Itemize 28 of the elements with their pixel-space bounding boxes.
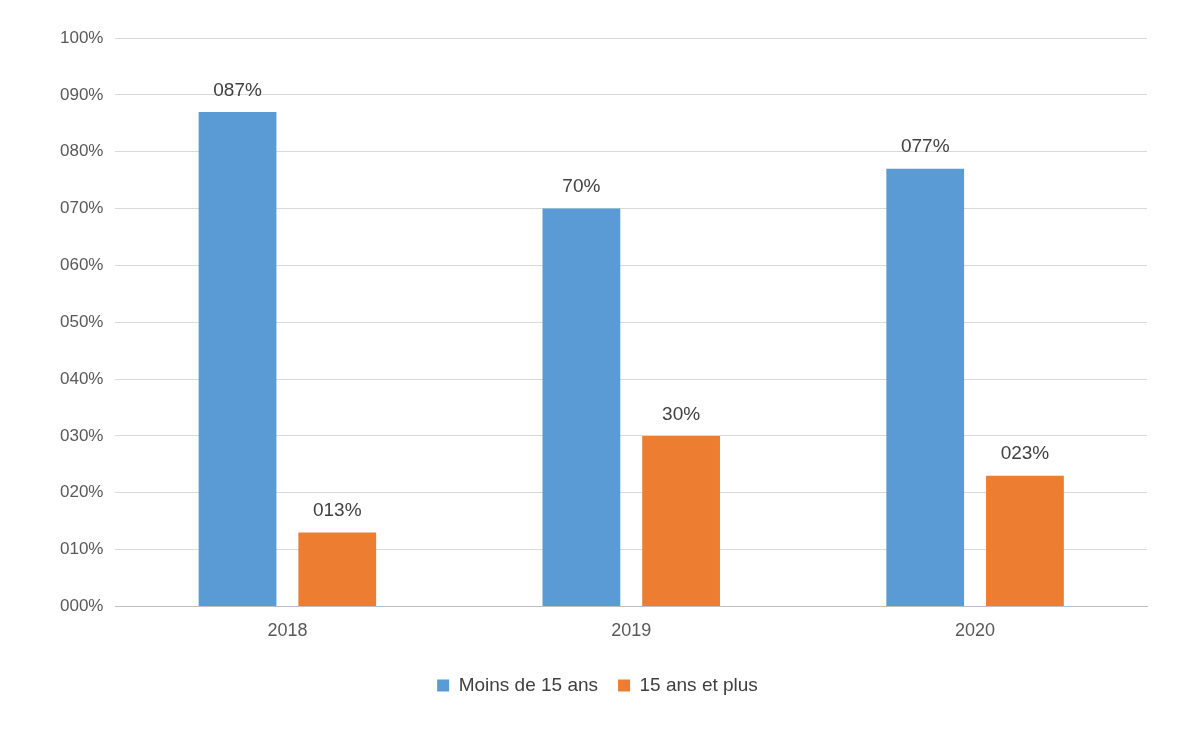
bar bbox=[986, 475, 1064, 606]
data-label: 077% bbox=[900, 135, 950, 157]
y-tick-label: 010% bbox=[60, 539, 104, 559]
y-tick-label: 100% bbox=[60, 27, 104, 47]
bar bbox=[642, 435, 720, 606]
y-tick-label: 040% bbox=[60, 368, 104, 388]
data-label: 70% bbox=[562, 175, 601, 197]
bar bbox=[298, 532, 377, 606]
y-tick-label: 030% bbox=[60, 425, 104, 445]
y-tick-label: 020% bbox=[60, 482, 104, 502]
x-tick-label: 2018 bbox=[267, 620, 308, 641]
y-tick-label: 050% bbox=[60, 311, 104, 331]
x-tick-label: 2019 bbox=[611, 620, 652, 641]
y-tick-label: 000% bbox=[60, 596, 104, 616]
bar bbox=[542, 208, 621, 606]
bar bbox=[198, 111, 277, 606]
data-label: 087% bbox=[213, 78, 262, 100]
legend-label: 15 ans et plus bbox=[639, 673, 758, 695]
data-label: 30% bbox=[662, 402, 701, 424]
y-tick-label: 060% bbox=[60, 255, 104, 275]
bar bbox=[886, 168, 965, 606]
y-tick-label: 070% bbox=[60, 198, 104, 218]
y-tick-label: 090% bbox=[60, 84, 104, 104]
legend-label: Moins de 15 ans bbox=[458, 673, 599, 695]
y-tick-label: 080% bbox=[60, 141, 104, 161]
data-label: 013% bbox=[312, 499, 362, 521]
x-tick-label: 2020 bbox=[955, 620, 996, 641]
data-label: 023% bbox=[1000, 442, 1050, 464]
